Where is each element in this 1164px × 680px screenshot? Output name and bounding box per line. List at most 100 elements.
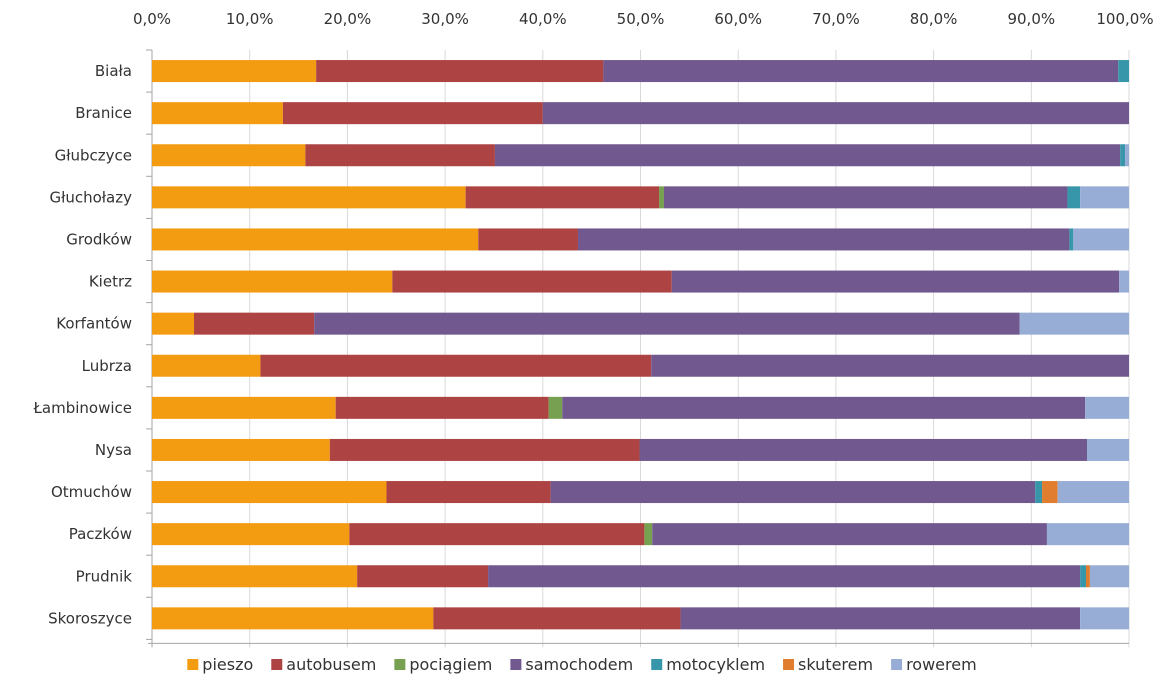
bar-segment-rowerem: [1073, 228, 1129, 251]
legend-label-samochodem: samochodem: [525, 655, 633, 674]
bar-segment-samochodem: [639, 438, 1087, 461]
bar-segment-pieszo: [152, 481, 387, 504]
bar-segment-rowerem: [1086, 438, 1129, 461]
bar-segment-rowerem: [1080, 186, 1129, 209]
x-axis-tick-labels: 0,0% 10,0% 20,0% 30,0% 40,0% 50,0% 60,0% 70,0% 8…: [133, 10, 1154, 28]
legend-swatch-samochodem: [510, 659, 522, 670]
bar-segment-autobusem: [316, 60, 604, 83]
x-tick-label: 50,0%: [617, 10, 665, 28]
bar-segment-rowerem: [1089, 565, 1129, 588]
x-tick-label: 40,0%: [519, 10, 567, 28]
bar-segment-samochodem: [652, 523, 1047, 546]
bar-segment-samochodem: [663, 186, 1068, 209]
x-tick-label: 100,0%: [1096, 10, 1153, 28]
legend-label-autobusem: autobusem: [286, 655, 376, 674]
bar-segment-autobusem: [392, 270, 672, 293]
legend-swatch-pieszo: [187, 659, 199, 670]
bar-segment-pieszo: [152, 607, 434, 630]
bar-segment-autobusem: [305, 144, 495, 167]
bar-segment-autobusem: [478, 228, 578, 251]
category-label: Korfantów: [56, 315, 132, 333]
category-labels: Biała Branice Głubczyce Głuchołazy Grodków Ki…: [32, 62, 132, 627]
legend: pieszo autobusem pociągiem samochodem motocy…: [187, 655, 977, 674]
legend-label-skuterem: skuterem: [798, 655, 873, 674]
bar-segment-pieszo: [152, 102, 283, 125]
bar-segment-pieszo: [152, 228, 479, 251]
bar-segment-autobusem: [465, 186, 660, 209]
bar-segment-samochodem: [680, 607, 1081, 630]
category-label: Głubczyce: [55, 146, 132, 164]
bar-segment-rowerem: [1080, 607, 1129, 630]
legend-label-rowerem: rowerem: [906, 655, 977, 674]
bar-segment-pieszo: [152, 523, 350, 546]
legend-swatch-motocyklem: [651, 659, 663, 670]
bar-segment-autobusem: [433, 607, 681, 630]
x-tick-label: 90,0%: [1007, 10, 1055, 28]
x-tick-label: 80,0%: [910, 10, 958, 28]
bar-segment-motocyklem: [1035, 481, 1043, 504]
category-label: Głuchołazy: [49, 188, 132, 206]
bar-segment-pieszo: [152, 186, 466, 209]
bar-segment-samochodem: [562, 396, 1086, 419]
category-label: Kietrz: [89, 273, 132, 291]
bar-segment-autobusem: [282, 102, 543, 125]
legend-label-pieszo: pieszo: [202, 655, 253, 674]
bar-segment-rowerem: [1057, 481, 1129, 504]
bar-segment-pieszo: [152, 60, 317, 83]
category-label: Prudnik: [76, 567, 133, 585]
category-label: Łambinowice: [32, 399, 132, 417]
category-label: Paczków: [69, 525, 132, 543]
category-label: Nysa: [95, 441, 132, 459]
bar-segment-pociągiem: [659, 186, 664, 209]
category-label: Branice: [75, 104, 132, 122]
legend-label-motocyklem: motocyklem: [666, 655, 765, 674]
bar-segment-samochodem: [651, 354, 1129, 377]
bar-segment-pociągiem: [644, 523, 653, 546]
bar-segment-pieszo: [152, 438, 330, 461]
x-tick-label: 30,0%: [421, 10, 469, 28]
bar-segment-pieszo: [152, 312, 195, 335]
bar-segment-rowerem: [1019, 312, 1129, 335]
bar-segment-skuterem: [1042, 481, 1058, 504]
bar-segment-motocyklem: [1120, 144, 1126, 167]
category-label: Biała: [95, 62, 132, 80]
bar-segment-rowerem: [1046, 523, 1129, 546]
bar-segment-rowerem: [1125, 144, 1129, 167]
legend-label-pociągiem: pociągiem: [409, 655, 492, 674]
bar-segment-pociągiem: [548, 396, 563, 419]
bar-segment-rowerem: [1119, 270, 1129, 293]
legend-swatch-rowerem: [891, 659, 903, 670]
x-tick-label: 70,0%: [812, 10, 860, 28]
bar-segment-pieszo: [152, 144, 306, 167]
bar-segment-motocyklem: [1067, 186, 1081, 209]
bar-segment-autobusem: [357, 565, 489, 588]
bar-segment-motocyklem: [1080, 565, 1087, 588]
bar-segment-samochodem: [577, 228, 1070, 251]
category-label: Otmuchów: [51, 483, 132, 501]
x-tick-label: 0,0%: [133, 10, 171, 28]
bar-segment-motocyklem: [1069, 228, 1074, 251]
legend-swatch-pociągiem: [394, 659, 406, 670]
bar-segment-autobusem: [386, 481, 551, 504]
bar-segment-samochodem: [550, 481, 1036, 504]
bar-segment-samochodem: [542, 102, 1129, 125]
bar-segment-autobusem: [335, 396, 549, 419]
bar-segment-autobusem: [349, 523, 645, 546]
x-tick-label: 60,0%: [714, 10, 762, 28]
category-label: Skoroszyce: [48, 609, 132, 627]
x-tick-label: 20,0%: [324, 10, 372, 28]
bar-segment-rowerem: [1085, 396, 1129, 419]
bars: [152, 60, 1129, 630]
legend-swatch-skuterem: [783, 659, 795, 670]
bar-segment-skuterem: [1086, 565, 1090, 588]
bar-segment-samochodem: [603, 60, 1119, 83]
category-label: Grodków: [66, 230, 132, 248]
bar-segment-samochodem: [671, 270, 1120, 293]
x-tick-label: 10,0%: [226, 10, 274, 28]
axes: [146, 49, 1129, 644]
category-label: Lubrza: [82, 357, 132, 375]
bar-segment-samochodem: [494, 144, 1121, 167]
bar-segment-pieszo: [152, 354, 261, 377]
legend-swatch-autobusem: [271, 659, 283, 670]
